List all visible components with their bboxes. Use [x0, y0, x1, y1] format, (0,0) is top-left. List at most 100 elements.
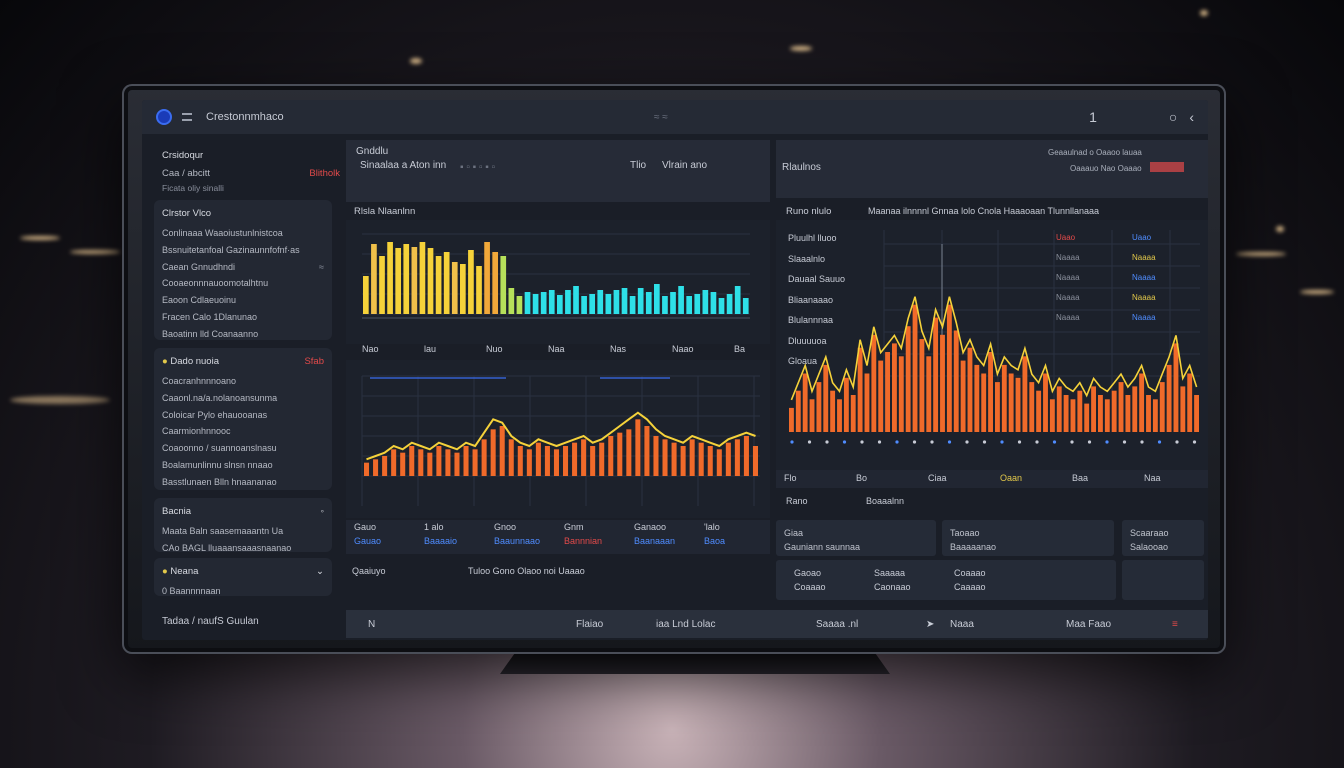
- line-chart-bar[interactable]: [662, 439, 668, 476]
- bar-chart-bar[interactable]: [718, 298, 725, 314]
- bar-chart-bar[interactable]: [427, 248, 434, 314]
- stat-value[interactable]: Bannnian: [564, 536, 603, 546]
- legend-item[interactable]: Gloaua: [788, 356, 818, 366]
- bar-chart-bar[interactable]: [573, 286, 579, 314]
- right-chart-bar[interactable]: [1194, 395, 1199, 432]
- tab-5[interactable]: Naa: [1144, 473, 1161, 483]
- line-chart-bar[interactable]: [553, 449, 559, 476]
- hamburger-menu-icon[interactable]: [182, 113, 192, 121]
- bar-chart-bar[interactable]: [532, 294, 539, 314]
- right-chart-bar[interactable]: [933, 317, 939, 432]
- bar-chart-bar[interactable]: [645, 292, 652, 314]
- bar-chart-bar[interactable]: [516, 296, 523, 314]
- sidebar-row[interactable]: Coloicar Pylo ehauooanas: [162, 407, 324, 424]
- chevron-down-icon[interactable]: ⌄: [316, 566, 324, 577]
- sidebar-row[interactable]: Cooaeonnnauoomotalhtnu: [162, 275, 324, 292]
- arrow-icon[interactable]: ➤: [926, 618, 935, 630]
- line-chart-bar[interactable]: [472, 449, 478, 476]
- right-chart-bar[interactable]: [1008, 373, 1014, 433]
- sidebar-row[interactable]: Basstlunaen Blln hnaananao: [162, 474, 324, 491]
- bar-chart-bar[interactable]: [613, 290, 620, 314]
- tab-b[interactable]: Vlrain ano: [662, 160, 708, 171]
- bar-chart-bar[interactable]: [484, 242, 490, 314]
- sidebar-row[interactable]: Boalamunlinnu slnsn nnaao: [162, 457, 324, 474]
- bar-chart-bar[interactable]: [443, 252, 450, 314]
- right-chart-bar[interactable]: [843, 377, 849, 432]
- bar-chart-bar[interactable]: [395, 248, 402, 314]
- bar-chart-bar[interactable]: [508, 288, 515, 314]
- bar-chart-bar[interactable]: [581, 296, 587, 314]
- line-chart-bar[interactable]: [635, 419, 641, 476]
- bar-chart-bar[interactable]: [435, 256, 442, 314]
- sidebar-row[interactable]: Coaoonno / suannoanslnasu: [162, 440, 324, 457]
- legend-item[interactable]: Bliaanaaao: [788, 294, 834, 305]
- right-chart-bar[interactable]: [1180, 386, 1186, 432]
- bar-chart-bar[interactable]: [557, 295, 563, 314]
- legend-item[interactable]: Blulannnaa: [788, 315, 834, 325]
- bar-chart-bar[interactable]: [492, 252, 499, 314]
- sidebar-row[interactable]: Maata Baln saasemaaantn Ua: [162, 523, 324, 540]
- right-chart-bar[interactable]: [864, 373, 870, 433]
- bar-chart-bar[interactable]: [379, 256, 385, 314]
- right-chart-bar[interactable]: [878, 360, 884, 432]
- right-chart-bar[interactable]: [1001, 364, 1007, 432]
- legend-item[interactable]: Dauaal Sauuo: [788, 274, 846, 284]
- sidebar-row[interactable]: 0 Baannnnaan: [162, 583, 324, 600]
- right-chart-bar[interactable]: [1132, 386, 1138, 432]
- bar-chart-bar[interactable]: [734, 286, 741, 314]
- bar-chart-bar[interactable]: [387, 242, 393, 314]
- line-chart-bar[interactable]: [707, 446, 713, 476]
- line-chart-bar[interactable]: [689, 439, 695, 476]
- right-chart-bar[interactable]: [1077, 390, 1083, 432]
- line-chart-bar[interactable]: [517, 446, 523, 476]
- line-chart-bar[interactable]: [463, 446, 469, 476]
- bottom-bar-item[interactable]: Saaaa .nl: [816, 618, 859, 630]
- line-chart-bar[interactable]: [626, 429, 632, 476]
- line-chart-bar[interactable]: [698, 442, 704, 476]
- bar-chart-bar[interactable]: [589, 294, 596, 314]
- sidebar-row[interactable]: Caaonl.na/a.nolanoansunma: [162, 390, 324, 407]
- toggle-icon[interactable]: ◦: [320, 506, 324, 517]
- bar-chart-bar[interactable]: [500, 256, 507, 314]
- line-chart-bar[interactable]: [599, 442, 605, 476]
- line-chart-bar[interactable]: [544, 446, 550, 476]
- right-chart-bar[interactable]: [995, 382, 1000, 432]
- bar-chart-bar[interactable]: [524, 292, 531, 314]
- sidebar-row[interactable]: Bssnuitetanfoal Gazinaunnfofnf·as: [162, 242, 324, 259]
- right-chart-bar[interactable]: [919, 339, 925, 432]
- line-chart-bar[interactable]: [608, 436, 614, 476]
- stat-value[interactable]: Baoa: [704, 536, 726, 546]
- right-chart-bar[interactable]: [946, 304, 952, 432]
- tab-0[interactable]: Flo: [784, 473, 797, 483]
- line-chart-bar[interactable]: [400, 452, 406, 476]
- right-chart-bar[interactable]: [1015, 377, 1021, 432]
- line-chart-bar[interactable]: [563, 446, 569, 476]
- line-chart-bar[interactable]: [590, 446, 596, 476]
- line-chart-bar[interactable]: [499, 426, 505, 476]
- bar-chart-bar[interactable]: [476, 266, 482, 314]
- bar-chart-bar[interactable]: [565, 290, 571, 314]
- line-chart-bar[interactable]: [653, 436, 659, 476]
- bar-chart-bar[interactable]: [548, 290, 555, 314]
- bar-chart-bar[interactable]: [686, 296, 693, 314]
- line-chart-bar[interactable]: [617, 432, 623, 476]
- line-chart-bar[interactable]: [526, 449, 532, 476]
- right-chart-bar[interactable]: [1159, 382, 1165, 432]
- stat-value[interactable]: Baaunnaao: [494, 536, 541, 546]
- line-chart-bar[interactable]: [508, 439, 514, 476]
- right-chart-bar[interactable]: [1125, 395, 1131, 432]
- sidebar-row[interactable]: Conlinaaa Waaoiustunlnistcoa: [162, 225, 324, 242]
- bottom-bar-item[interactable]: Flaiao: [576, 618, 604, 630]
- bar-chart-bar[interactable]: [742, 298, 749, 314]
- right-chart-bar[interactable]: [1187, 373, 1193, 433]
- legend-item[interactable]: Slaaalnlo: [788, 253, 826, 264]
- bar-chart-bar[interactable]: [411, 247, 418, 314]
- right-chart-bar[interactable]: [1166, 364, 1172, 432]
- line-chart-bar[interactable]: [373, 459, 379, 476]
- stat-value[interactable]: Baaaaio: [424, 536, 458, 546]
- bar-chart-bar[interactable]: [670, 292, 676, 314]
- sidebar-row[interactable]: Fracen Calo 1Dlanunao: [162, 309, 324, 326]
- right-chart-bar[interactable]: [1043, 373, 1048, 433]
- bar-chart-bar[interactable]: [726, 294, 733, 314]
- stat-value[interactable]: Gauao: [354, 536, 382, 546]
